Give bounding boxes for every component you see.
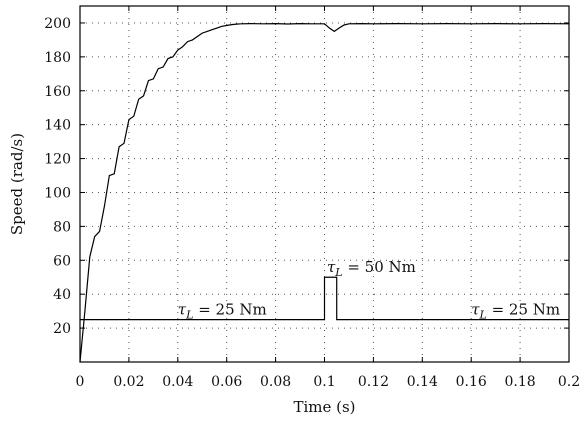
series-lines — [79, 23, 570, 363]
torque-annotation: τL = 50 Nm — [327, 258, 416, 279]
y-axis-label: Speed (rad/s) — [8, 133, 26, 235]
x-tick-label: 0 — [76, 374, 85, 390]
x-tick-label: 0.2 — [558, 374, 580, 390]
x-tick-label: 0.12 — [358, 374, 389, 390]
y-tick-label: 60 — [53, 253, 71, 269]
y-tick-label: 100 — [44, 185, 71, 201]
y-tick-label: 160 — [44, 84, 71, 100]
y-tick-label: 80 — [53, 219, 71, 235]
x-axis-label: Time (s) — [293, 398, 355, 416]
load-torque-series-line — [80, 276, 569, 321]
x-tick-label: 0.1 — [313, 374, 335, 390]
y-tick-label: 120 — [44, 152, 71, 168]
torque-annotation: τL = 25 Nm — [471, 301, 560, 322]
torque-annotation: τL = 25 Nm — [178, 301, 267, 322]
y-tick-label: 140 — [44, 118, 71, 134]
axis-ticks: 0 0.02 0.04 0.06 0.08 0.1 0.12 0.14 0.16 0.18 0.2 2… — [44, 6, 580, 390]
x-tick-label: 0.08 — [260, 374, 291, 390]
x-tick-label: 0.16 — [456, 374, 487, 390]
annotations: τL = 25 Nm τL = 50 Nm τL = 25 Nm — [178, 258, 560, 321]
y-tick-label: 200 — [44, 16, 71, 32]
speed-series-line — [79, 23, 570, 363]
y-tick-label: 180 — [44, 50, 71, 66]
x-tick-label: 0.06 — [211, 374, 242, 390]
x-tick-label: 0.14 — [407, 374, 438, 390]
x-tick-label: 0.18 — [505, 374, 536, 390]
y-tick-label: 40 — [53, 287, 71, 303]
x-tick-label: 0.04 — [162, 374, 193, 390]
x-tick-label: 0.02 — [113, 374, 144, 390]
y-tick-label: 20 — [53, 321, 71, 337]
